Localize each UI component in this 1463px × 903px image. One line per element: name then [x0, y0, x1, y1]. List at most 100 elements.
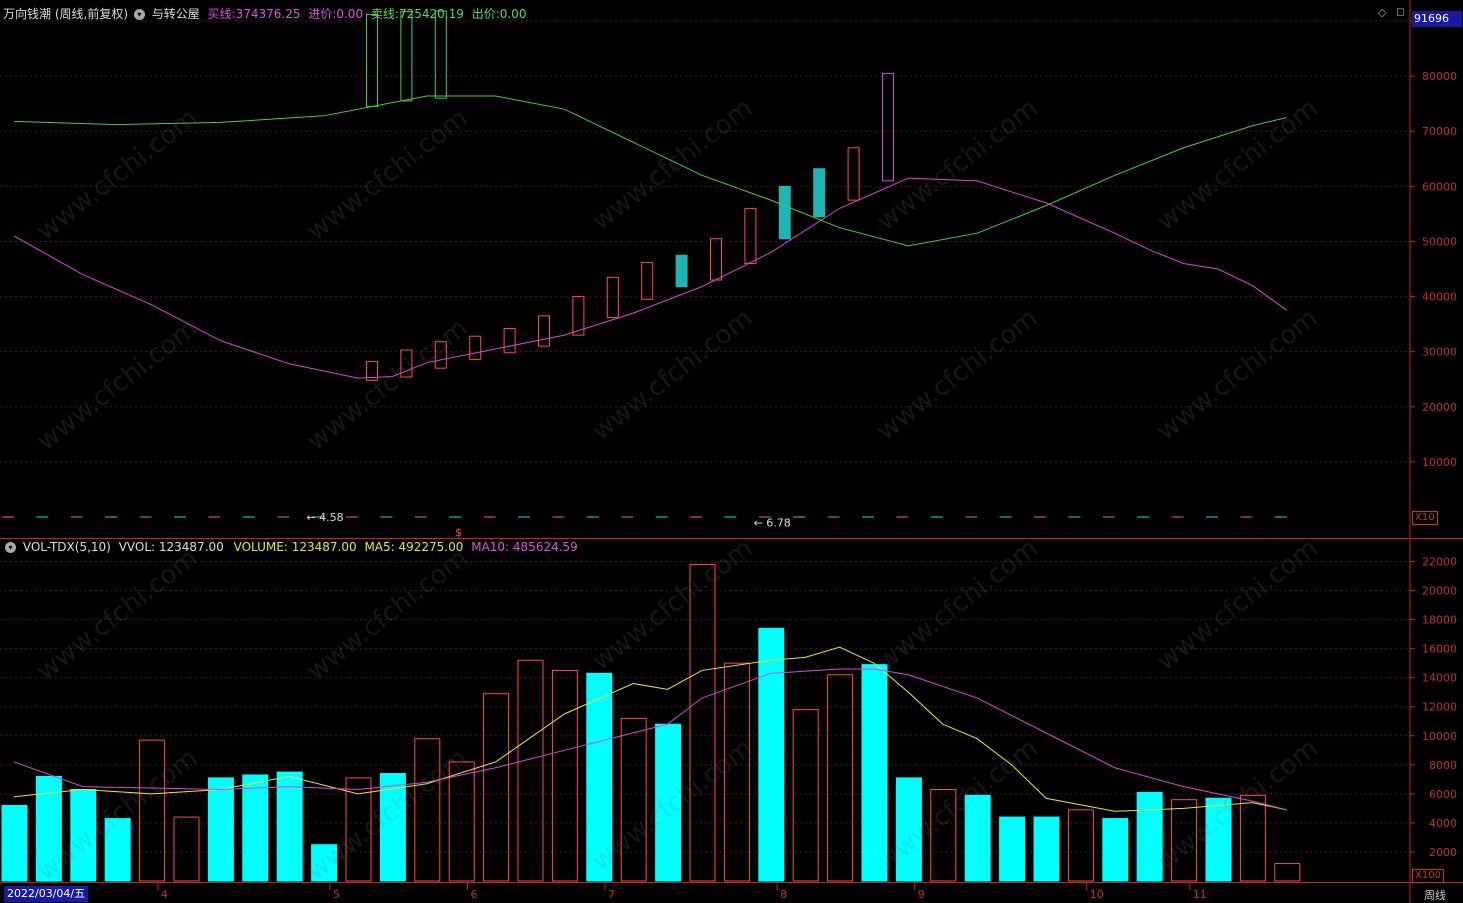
volume-bar — [242, 774, 269, 882]
y-tick-label: 30000 — [1422, 346, 1457, 359]
period-label[interactable]: 周线 — [1424, 889, 1446, 902]
out-label: 出价: — [471, 7, 500, 21]
volume-bar — [689, 563, 716, 882]
x-tick-label: 4 — [161, 888, 168, 901]
upper-marks — [13, 10, 1288, 381]
volume-bar — [1136, 791, 1163, 882]
volume-settings-icon[interactable]: ▾ — [5, 542, 16, 553]
price-bar — [400, 349, 413, 378]
volume-bar — [1239, 794, 1266, 882]
volume-bar — [723, 662, 750, 882]
lower-scale-tag[interactable]: X100 — [1412, 869, 1444, 883]
y-tick-label: 16000 — [1422, 643, 1457, 656]
volume-grid — [0, 561, 1410, 853]
sell-value: 725420.19 — [398, 7, 464, 21]
in-value: 0.00 — [336, 7, 364, 21]
price-bar — [641, 261, 654, 300]
volume-bar — [861, 664, 888, 882]
upper-scale-tag[interactable]: X10 — [1412, 511, 1438, 525]
y-tick-label: 4000 — [1429, 817, 1457, 830]
price-bar — [744, 207, 757, 265]
price-bar — [606, 276, 619, 319]
indicator-name[interactable]: 与转公屋 — [151, 7, 200, 21]
ma10-line — [13, 668, 1287, 811]
chart-header: 万向钱潮 (周线,前复权) ▾ 与转公屋 买线:374376.25 进价:0.0… — [3, 5, 526, 22]
y-tick-label: 20000 — [1422, 585, 1457, 598]
volume-bar — [999, 816, 1026, 882]
volume-bar — [448, 761, 475, 882]
window-icon[interactable]: ◻ — [1396, 5, 1406, 18]
volume-bar — [70, 789, 97, 882]
ma5-value: MA5: 492275.00 — [364, 540, 464, 554]
price-annotation: ← 4.58 — [306, 511, 343, 524]
volume-bar — [758, 627, 785, 882]
price-bar — [434, 341, 447, 369]
volume-bar — [930, 789, 957, 882]
volume-bar — [311, 844, 338, 882]
volume-bar — [1067, 809, 1094, 882]
price-bar — [469, 335, 482, 360]
y-tick-label: 50000 — [1422, 235, 1457, 248]
x-tick-label: 7 — [608, 888, 615, 901]
x-tick-label: 8 — [780, 888, 787, 901]
volume-value: VOLUME: 123487.00 — [233, 540, 357, 554]
price-annotation: ← 6.78 — [754, 517, 791, 530]
price-bar — [710, 238, 722, 281]
y-tick-label: 14000 — [1422, 672, 1457, 685]
volume-bar — [1102, 818, 1129, 882]
price-bar — [813, 168, 826, 218]
price-bar — [400, 11, 413, 102]
ma10-value: MA10: 485624.59 — [471, 540, 578, 554]
y-tick-label: 20000 — [1422, 401, 1457, 414]
volume-bar — [964, 794, 991, 882]
price-bar — [675, 254, 688, 288]
buy-label: 买线: — [207, 7, 236, 21]
price-bar — [434, 10, 447, 99]
volume-header: ▾ VOL-TDX(5,10) VVOL: 123487.00 VOLUME: … — [3, 540, 578, 554]
volume-bar — [895, 777, 922, 882]
settings-gear-icon[interactable]: ▾ — [133, 9, 145, 20]
cursor-date: 2022/03/04/五 — [4, 886, 89, 902]
upper-grid: ← 4.58 ← 6.78 $ — [0, 20, 1410, 539]
volume-bar — [1171, 799, 1198, 882]
y-tick-label: 70000 — [1422, 125, 1457, 138]
volume-bar — [586, 672, 613, 882]
volume-bar — [1033, 816, 1060, 882]
y-tick-label: 6000 — [1429, 788, 1457, 801]
volume-bar — [1274, 863, 1301, 882]
volume-bar — [1, 804, 28, 882]
volume-bar — [104, 818, 131, 882]
vol-indicator-name[interactable]: VOL-TDX(5,10) — [22, 540, 111, 554]
y-tick-label: 10000 — [1422, 730, 1457, 743]
y-tick-label: 18000 — [1422, 614, 1457, 627]
x-tick-label: 5 — [333, 888, 340, 901]
price-bar — [366, 361, 378, 381]
x-tick-label: 6 — [471, 888, 478, 901]
in-label: 进价: — [308, 7, 337, 21]
volume-marks — [1, 563, 1301, 882]
y-tick-label: 60000 — [1422, 180, 1457, 193]
stock-name[interactable]: 万向钱潮 — [3, 7, 52, 21]
volume-bar — [276, 771, 303, 882]
volume-bar — [345, 777, 372, 882]
sell-label: 卖线: — [370, 7, 399, 21]
volume-bar — [483, 693, 510, 882]
ma5-line — [13, 646, 1287, 812]
y-tick-label: 22000 — [1422, 556, 1457, 569]
volume-bar — [207, 777, 234, 882]
chart-mode: (周线,前复权) — [54, 7, 129, 21]
price-bar — [847, 147, 860, 201]
magenta-line — [13, 177, 1288, 379]
volume-bar — [414, 738, 441, 882]
y-tick-label: 8000 — [1429, 759, 1457, 772]
volume-bar — [551, 669, 578, 882]
y-tick-label: 12000 — [1422, 701, 1457, 714]
y-tick-label: 10000 — [1422, 456, 1457, 469]
price-bar — [503, 328, 516, 354]
out-value: 0.00 — [499, 7, 527, 21]
current-price-box: 91696 — [1412, 11, 1462, 27]
price-bar — [572, 296, 585, 336]
diamond-icon[interactable]: ◇ — [1378, 6, 1387, 19]
